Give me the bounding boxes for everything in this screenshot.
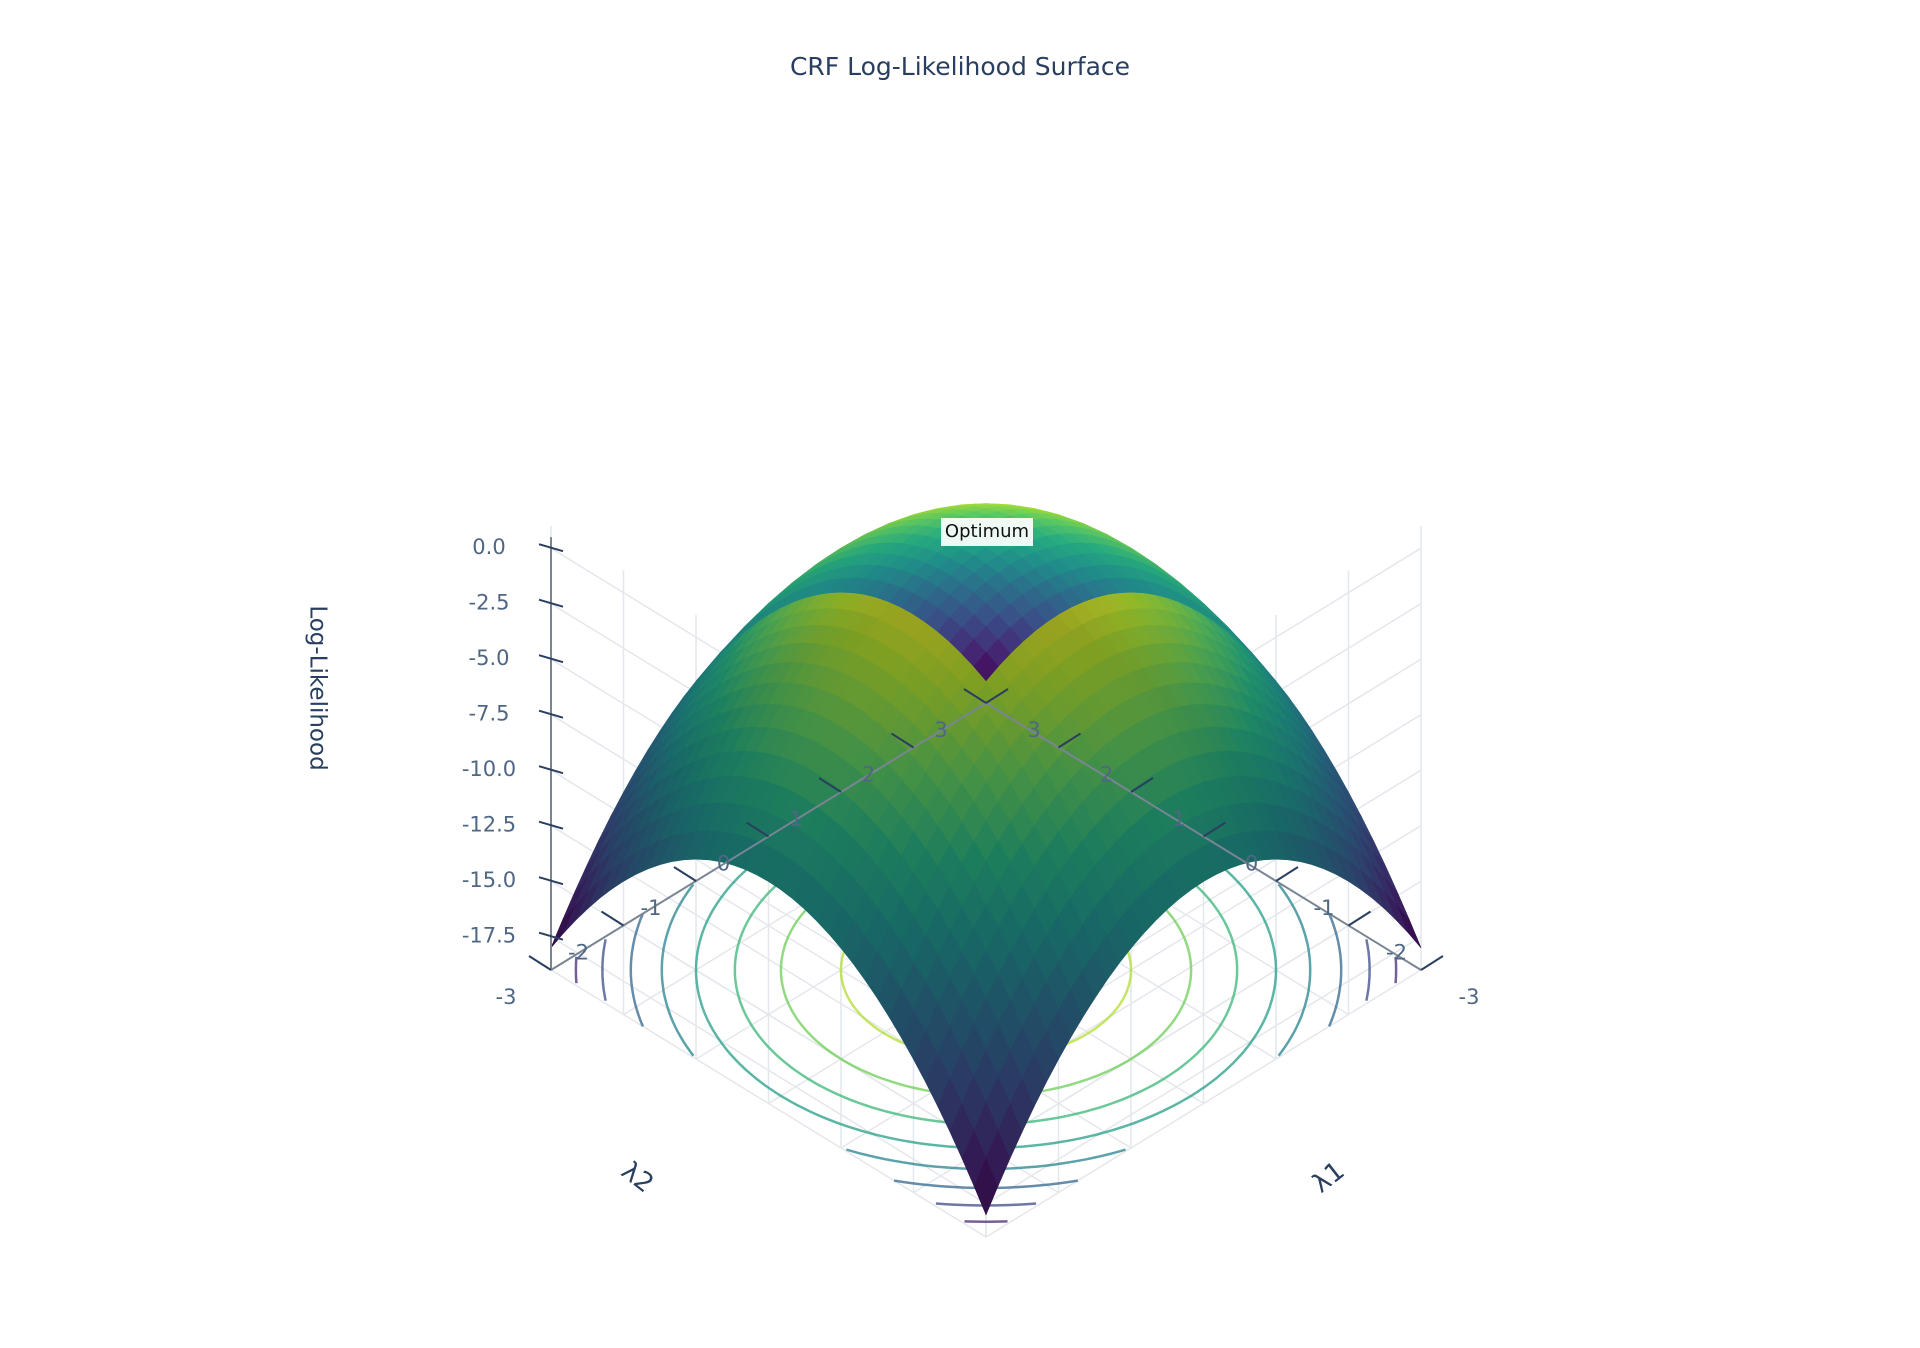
lambda2-tick-label: 3 [934, 718, 947, 742]
lambda2-tick-label: 1 [789, 807, 802, 831]
lambda1-tick-label: 3 [1027, 718, 1040, 742]
lambda2-tick-label: -2 [568, 941, 589, 965]
lambda2-tick-label: 2 [862, 763, 875, 787]
lambda1-tick-label: -3 [1459, 985, 1480, 1009]
lambda2-tick-label: -1 [641, 896, 662, 920]
z-tick-label: -12.5 [462, 813, 516, 837]
lambda1-axis-title: λ1 [1307, 1156, 1351, 1199]
z-axis-title: Log-Likelihood [305, 605, 331, 770]
z-tick-label: -2.5 [469, 591, 510, 615]
z-tick-label: 0.0 [472, 535, 505, 559]
lambda1-tick-mark [1349, 912, 1371, 926]
lambda2-tick-label: -3 [496, 985, 517, 1009]
lambda1-tick-label: 1 [1172, 807, 1185, 831]
z-tick-label: -7.5 [469, 702, 510, 726]
chart-title: CRF Log-Likelihood Surface [0, 52, 1920, 81]
lambda1-tick-label: -1 [1314, 896, 1335, 920]
z-tick-label: -10.0 [462, 757, 516, 781]
z-tick-label: -15.0 [462, 868, 516, 892]
lambda2-tick-mark [674, 867, 696, 881]
lambda2-axis-title: λ2 [615, 1156, 659, 1199]
lambda2-tick-mark [529, 956, 551, 970]
lambda1-tick-label: 0 [1245, 852, 1258, 876]
lambda1-tick-mark [1276, 867, 1298, 881]
z-tick-label: -17.5 [462, 924, 516, 948]
surface [551, 504, 1421, 1215]
lambda1-tick-label: -2 [1386, 941, 1407, 965]
z-tick-label: -5.0 [469, 646, 510, 670]
lambda2-tick-mark [602, 912, 624, 926]
lambda1-tick-label: 2 [1100, 763, 1113, 787]
lambda2-tick-label: 0 [717, 852, 730, 876]
lambda1-tick-mark [1421, 956, 1443, 970]
annotation-optimum: Optimum [941, 518, 1033, 546]
